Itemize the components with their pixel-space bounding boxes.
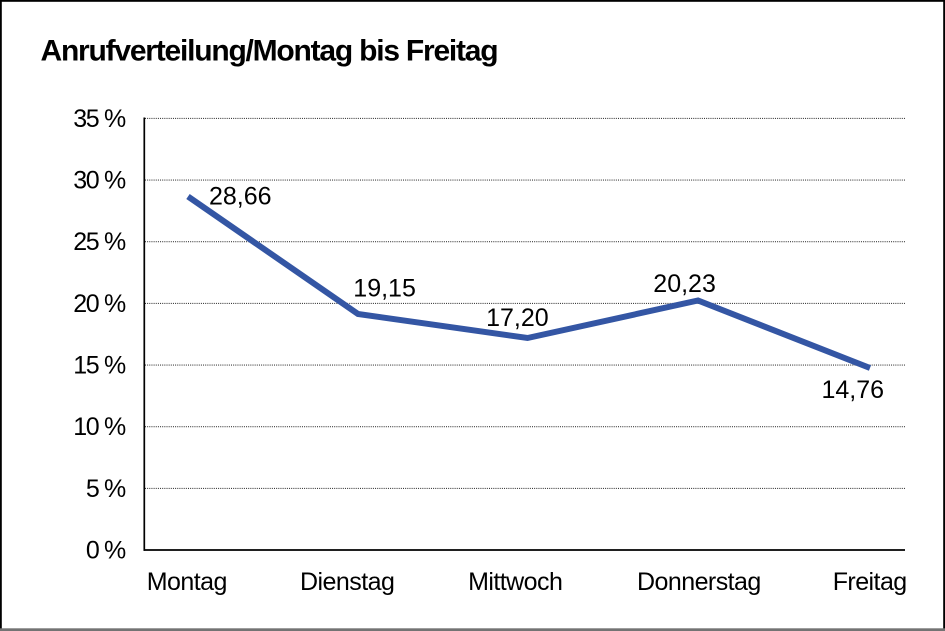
svg-text:30 %: 30 % bbox=[73, 167, 126, 195]
svg-text:Donnerstag: Donnerstag bbox=[637, 568, 761, 596]
svg-text:35 %: 35 % bbox=[73, 105, 126, 133]
svg-text:28,66: 28,66 bbox=[209, 182, 272, 210]
svg-text:10 %: 10 % bbox=[73, 413, 126, 441]
svg-text:15 %: 15 % bbox=[73, 352, 126, 380]
svg-text:20,23: 20,23 bbox=[653, 270, 716, 298]
svg-text:19,15: 19,15 bbox=[353, 275, 416, 303]
svg-text:5 %: 5 % bbox=[86, 475, 126, 503]
svg-text:20 %: 20 % bbox=[73, 290, 126, 318]
svg-text:Anrufverteilung/Montag bis Fre: Anrufverteilung/Montag bis Freitag bbox=[41, 35, 498, 68]
svg-text:0 %: 0 % bbox=[86, 537, 126, 565]
svg-text:25 %: 25 % bbox=[73, 228, 126, 256]
svg-text:17,20: 17,20 bbox=[486, 304, 549, 332]
svg-text:Mittwoch: Mittwoch bbox=[468, 568, 562, 596]
svg-text:Dienstag: Dienstag bbox=[300, 568, 394, 596]
svg-text:14,76: 14,76 bbox=[822, 376, 885, 404]
svg-text:Montag: Montag bbox=[147, 568, 227, 596]
svg-text:Freitag: Freitag bbox=[833, 568, 907, 596]
